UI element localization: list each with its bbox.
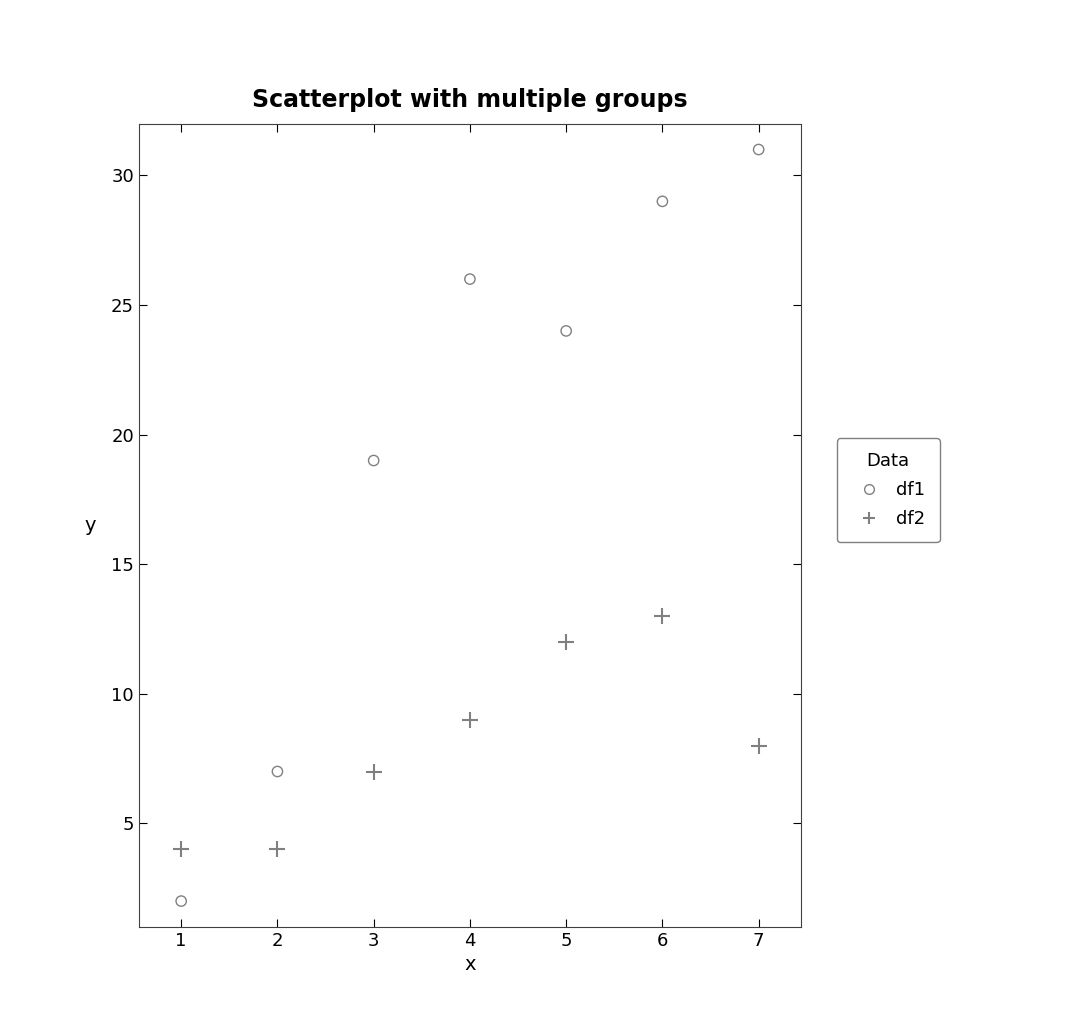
X-axis label: x: x xyxy=(465,956,475,974)
Y-axis label: y: y xyxy=(84,516,96,535)
Point xyxy=(750,737,767,754)
Point xyxy=(557,633,575,650)
Point xyxy=(557,322,575,339)
Point xyxy=(461,271,478,287)
Point xyxy=(365,763,382,780)
Point xyxy=(269,763,286,780)
Point xyxy=(750,141,767,158)
Title: Scatterplot with multiple groups: Scatterplot with multiple groups xyxy=(252,88,688,112)
Legend: df1, df2: df1, df2 xyxy=(836,438,940,543)
Point xyxy=(365,452,382,469)
Point xyxy=(173,893,190,909)
Point xyxy=(654,193,671,209)
Point xyxy=(269,842,286,858)
Point xyxy=(173,842,190,858)
Point xyxy=(461,712,478,728)
Point xyxy=(654,608,671,624)
